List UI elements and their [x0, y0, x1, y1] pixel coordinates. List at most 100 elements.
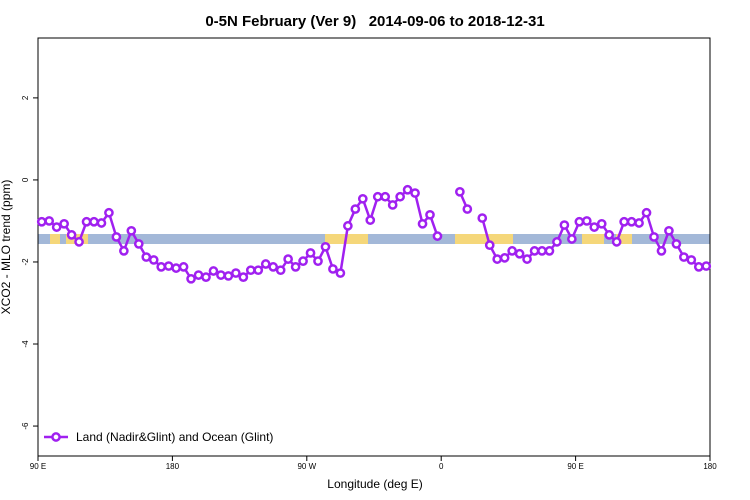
y-tick-label: 2	[21, 95, 30, 100]
data-point	[305, 248, 316, 258]
data-point	[81, 216, 92, 227]
data-point	[350, 204, 361, 214]
data-point	[320, 241, 331, 252]
data-point	[186, 273, 196, 284]
data-point	[477, 213, 488, 223]
data-point	[611, 237, 622, 247]
plot-frame	[37, 37, 711, 457]
data-point	[104, 207, 114, 218]
y-tick-label: -6	[21, 422, 30, 430]
data-point	[96, 218, 107, 228]
data-point	[641, 207, 652, 218]
data-point	[223, 271, 234, 281]
data-point	[671, 239, 682, 249]
y-tick-label: 0	[21, 177, 30, 182]
x-axis-label: Longitude (deg E)	[327, 477, 422, 491]
land-strip	[616, 234, 632, 244]
land-strip	[50, 234, 60, 244]
data-point	[201, 272, 211, 283]
data-point	[664, 225, 674, 236]
data-point	[141, 252, 152, 262]
data-point	[492, 254, 503, 264]
x-tick-label: 90 E	[30, 462, 46, 471]
data-point	[395, 191, 405, 202]
data-point	[402, 184, 413, 195]
data-point	[357, 193, 368, 204]
data-point	[693, 262, 704, 272]
data-point	[260, 259, 271, 269]
data-point	[455, 186, 465, 197]
legend-marker	[51, 432, 61, 442]
data-point	[619, 216, 629, 227]
data-point	[522, 254, 532, 264]
data-point	[596, 218, 607, 229]
data-point	[36, 216, 47, 227]
data-point	[380, 191, 391, 202]
data-point	[208, 266, 219, 276]
x-tick-label: 180	[703, 462, 717, 471]
land-strip	[582, 234, 604, 244]
data-point	[484, 240, 495, 251]
data-point	[298, 256, 308, 267]
y-tick-label: -2	[21, 258, 30, 266]
data-point	[313, 256, 323, 267]
data-point	[133, 239, 144, 249]
data-point	[193, 270, 204, 280]
data-point	[148, 255, 159, 265]
x-tick-label: 90 W	[297, 462, 316, 471]
data-point	[275, 265, 286, 276]
data-point	[216, 270, 226, 280]
data-point	[529, 246, 540, 256]
data-point	[544, 246, 555, 256]
data-point	[574, 216, 585, 227]
data-point	[634, 218, 644, 228]
data-point	[604, 230, 615, 240]
data-point	[552, 237, 562, 247]
data-point	[507, 246, 517, 256]
data-point	[514, 248, 525, 259]
data-point	[649, 232, 659, 242]
data-point	[59, 218, 69, 229]
data-point	[290, 262, 301, 272]
data-point	[410, 188, 420, 198]
data-point	[66, 230, 77, 240]
ocean-strip	[38, 234, 710, 244]
data-point	[238, 272, 249, 283]
data-point	[537, 246, 547, 256]
data-point	[372, 191, 383, 202]
data-point	[581, 216, 592, 226]
data-point	[328, 264, 338, 274]
land-strip	[455, 234, 513, 244]
data-point	[432, 231, 443, 241]
y-axis-label: XCO2 - MLO trend (ppm)	[0, 180, 13, 315]
data-point	[89, 216, 99, 227]
data-point	[111, 232, 122, 242]
data-point	[559, 220, 570, 230]
data-point	[74, 237, 84, 247]
data-point	[387, 200, 398, 210]
data-point	[701, 261, 712, 271]
data-point	[126, 225, 137, 236]
data-point	[499, 253, 510, 263]
data-point	[156, 262, 167, 272]
chart-title: 0-5N February (Ver 9) 2014-09-06 to 2018…	[205, 13, 544, 30]
x-tick-label: 180	[166, 462, 180, 471]
data-point	[417, 218, 428, 229]
data-point	[51, 222, 62, 232]
data-point	[626, 216, 637, 227]
data-point	[178, 262, 189, 272]
data-point	[589, 222, 600, 232]
data-point	[171, 263, 181, 273]
data-point	[245, 265, 256, 276]
data-point	[365, 215, 376, 225]
data-point	[253, 265, 264, 276]
data-point	[163, 261, 174, 271]
data-point	[231, 268, 241, 278]
y-tick-label: -4	[21, 340, 30, 348]
data-point	[686, 255, 697, 265]
x-tick-label: 0	[439, 462, 444, 471]
x-tick-label: 90 E	[567, 462, 583, 471]
data-point	[335, 268, 346, 278]
data-point	[567, 234, 577, 244]
